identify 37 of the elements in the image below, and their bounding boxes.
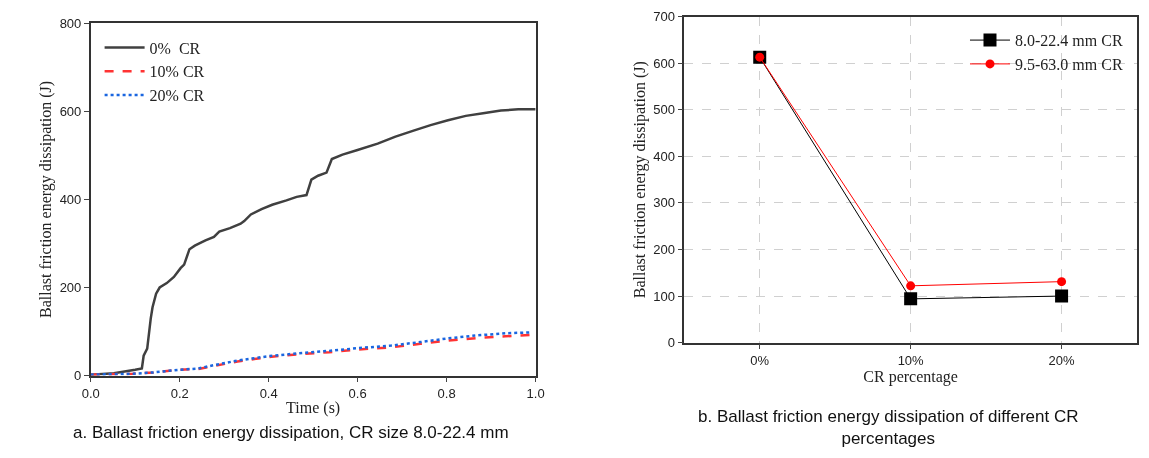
point — [1057, 277, 1067, 287]
legend-label: 10% CR — [149, 63, 205, 81]
text: a. Ballast friction energy dissipation, CR size 8.0-22.4 mm — [73, 423, 509, 442]
legend-label: 20% CR — [149, 87, 205, 105]
y-tick-label: 200 — [59, 280, 82, 296]
y-tick-label: 200 — [653, 242, 675, 258]
x-tick-label: 1.0 — [526, 385, 545, 401]
y-tick-label: 800 — [59, 15, 82, 31]
x-tick-label: 0% — [750, 352, 770, 368]
legend-label: 9.5-63.0 mm CR — [1014, 56, 1123, 74]
x-tick-label: 10% — [897, 352, 925, 368]
y-tick-label: 0 — [74, 368, 82, 384]
legend-label: 8.0-22.4 mm CR — [1014, 32, 1123, 50]
y-tick-label: 600 — [653, 55, 675, 71]
y-tick-label: 700 — [653, 9, 675, 25]
x-tick-label: 0.4 — [259, 385, 278, 401]
y-tick-label: 0 — [667, 335, 675, 351]
point — [904, 292, 918, 306]
text: b. Ballast friction energy dissipation of different CR percentages — [698, 407, 1079, 449]
y-tick-label: 400 — [59, 192, 82, 208]
point — [1055, 289, 1069, 303]
x-tick-label: 0.0 — [81, 385, 100, 401]
x-tick-label: 0.6 — [348, 385, 367, 401]
y-tick-label: 300 — [653, 195, 675, 211]
x-axis-title: CR percentage — [863, 367, 958, 386]
y-axis-title: Ballast friction energy dissipation (J) — [37, 80, 56, 318]
y-tick-label: 600 — [59, 104, 82, 120]
legend-label: 0% CR — [149, 39, 201, 57]
y-tick-label: 100 — [653, 288, 675, 304]
x-tick-label: 20% — [1048, 352, 1076, 368]
x-axis-title: Time (s) — [286, 399, 341, 418]
y-axis-title: Ballast friction energy dissipation (J) — [630, 61, 649, 299]
point — [906, 281, 916, 291]
y-tick-label: 500 — [653, 102, 675, 118]
x-tick-label: 0.2 — [170, 385, 189, 401]
y-tick-label: 400 — [653, 148, 675, 164]
x-tick-label: 0.8 — [437, 385, 456, 401]
